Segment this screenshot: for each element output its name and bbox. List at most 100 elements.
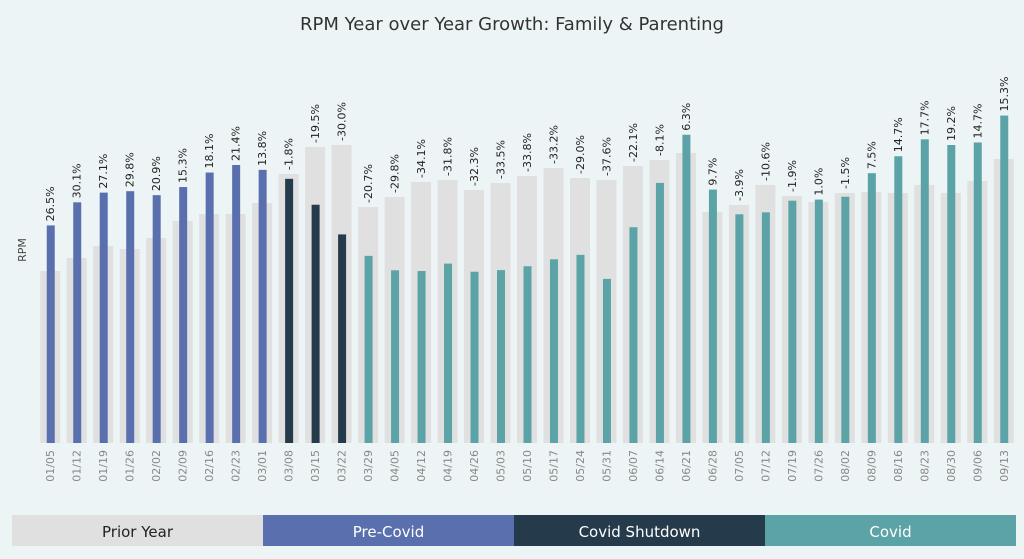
growth-label: 13.8% — [256, 131, 269, 166]
growth-label: 20.9% — [150, 156, 163, 191]
current-bar — [814, 199, 823, 443]
current-bar — [470, 271, 479, 443]
current-bar — [920, 139, 929, 444]
legend-swatch — [12, 515, 263, 546]
x-tick-label: 09/13 — [998, 450, 1011, 482]
growth-label: 21.4% — [230, 126, 243, 161]
growth-label: -3.9% — [733, 169, 746, 201]
current-bar — [867, 173, 876, 444]
x-tick-label: 04/19 — [442, 450, 455, 482]
growth-label: 17.7% — [918, 100, 931, 135]
growth-label: -8.1% — [653, 124, 666, 156]
current-bar — [761, 212, 770, 443]
growth-label: -29.8% — [389, 154, 402, 193]
current-bar — [602, 278, 611, 443]
x-tick-label: 05/24 — [574, 450, 587, 482]
x-tick-label: 03/01 — [256, 450, 269, 482]
legend-swatch — [765, 515, 1016, 546]
growth-label: -22.1% — [627, 123, 640, 162]
growth-label: -19.5% — [309, 104, 322, 143]
x-tick-label: 01/05 — [44, 450, 57, 482]
growth-label: 6.3% — [680, 103, 693, 131]
growth-label: -32.3% — [468, 147, 481, 186]
x-tick-label: 03/08 — [283, 450, 296, 482]
x-tick-label: 05/17 — [547, 450, 560, 482]
current-bar — [99, 192, 108, 443]
x-tick-label: 05/10 — [521, 450, 534, 482]
current-bar — [1000, 115, 1009, 443]
legend-label: Covid — [869, 523, 911, 541]
growth-label: -1.8% — [283, 138, 296, 170]
growth-label: -37.6% — [600, 137, 613, 176]
x-tick-label: 06/07 — [627, 450, 640, 482]
current-bar — [46, 225, 55, 443]
growth-label: 15.3% — [998, 77, 1011, 112]
growth-label: -31.8% — [442, 137, 455, 176]
x-tick-label: 04/26 — [468, 450, 481, 482]
growth-label: 14.7% — [892, 117, 905, 152]
current-bar — [126, 191, 135, 443]
x-tick-label: 09/06 — [971, 450, 984, 482]
current-bar — [232, 164, 241, 443]
legend-label: Covid Shutdown — [579, 523, 701, 541]
current-bar — [417, 271, 426, 443]
x-tick-label: 07/19 — [786, 450, 799, 482]
x-tick-label: 01/26 — [124, 450, 137, 482]
current-bar — [73, 202, 82, 443]
growth-label: -30.0% — [336, 102, 349, 141]
current-bar — [708, 189, 717, 443]
x-tick-label: 06/21 — [680, 450, 693, 482]
current-bar — [311, 204, 320, 443]
x-tick-label: 02/23 — [230, 450, 243, 482]
current-bar — [205, 172, 214, 443]
x-tick-label: 08/23 — [918, 450, 931, 482]
current-bar — [841, 196, 850, 443]
x-tick-label: 06/28 — [706, 450, 719, 482]
x-tick-label: 06/14 — [653, 450, 666, 482]
current-bar — [735, 214, 744, 443]
growth-label: 19.2% — [945, 106, 958, 141]
growth-label: 27.1% — [97, 154, 110, 189]
growth-label: -10.6% — [759, 142, 772, 181]
current-bar — [655, 182, 664, 443]
current-bar — [152, 195, 161, 443]
current-bar — [576, 254, 585, 443]
x-tick-label: 07/05 — [733, 450, 746, 482]
current-bar — [285, 178, 294, 444]
x-tick-label: 08/02 — [839, 450, 852, 482]
growth-label: 7.5% — [865, 141, 878, 169]
growth-label: -1.9% — [786, 160, 799, 192]
x-tick-label: 01/12 — [71, 450, 84, 482]
growth-label: -29.0% — [574, 135, 587, 174]
x-tick-label: 07/12 — [759, 450, 772, 482]
x-tick-label: 04/05 — [389, 450, 402, 482]
current-bar — [629, 227, 638, 443]
x-tick-label: 08/16 — [892, 450, 905, 482]
x-tick-label: 02/16 — [203, 450, 216, 482]
growth-label: 15.3% — [177, 148, 190, 183]
growth-label: -20.7% — [362, 164, 375, 203]
x-tick-label: 08/09 — [865, 450, 878, 482]
x-tick-label: 03/29 — [362, 450, 375, 482]
growth-label: -1.5% — [839, 157, 852, 189]
y-axis-label: RPM — [16, 238, 29, 262]
x-tick-label: 07/26 — [812, 450, 825, 482]
current-bar — [258, 169, 267, 443]
growth-label: 30.1% — [71, 163, 84, 198]
growth-label: -34.1% — [415, 139, 428, 178]
growth-label: -33.8% — [521, 133, 534, 172]
growth-label: 29.8% — [124, 152, 137, 187]
legend-swatch — [514, 515, 765, 546]
growth-label: -33.5% — [495, 140, 508, 179]
chart-title: RPM Year over Year Growth: Family & Pare… — [300, 14, 724, 35]
current-bar — [788, 200, 797, 443]
current-bar — [444, 263, 453, 443]
current-bar — [338, 234, 347, 443]
growth-label: 14.7% — [971, 104, 984, 139]
current-bar — [391, 270, 400, 443]
x-tick-label: 03/22 — [336, 450, 349, 482]
current-bar — [497, 270, 506, 443]
legend-swatch — [263, 515, 514, 546]
legend-label: Prior Year — [102, 523, 174, 541]
